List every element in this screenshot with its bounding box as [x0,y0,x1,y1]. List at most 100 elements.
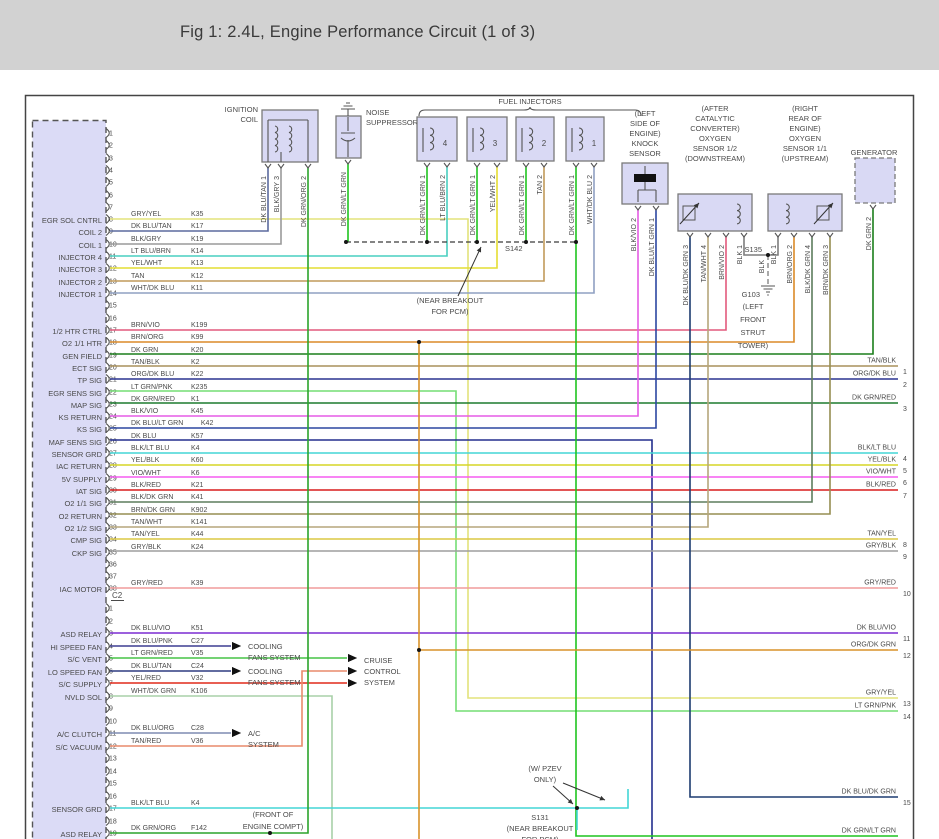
wire-name-label: TAN/BLK [131,359,160,366]
noise-suppressor-label: NOISE [366,108,389,117]
wire-code-label: K11 [191,285,203,292]
system-label: SYSTEM [248,740,279,749]
pcm-function-label: EGR SENS SIG [48,389,102,398]
g103-location-label: (LEFT [743,302,764,311]
splice-dot [344,240,348,244]
pcm-function-label: INJECTOR 3 [58,265,102,274]
noise-suppressor-label: SUPPRESSOR [366,118,419,127]
pcm-function-label: INJECTOR 2 [58,278,102,287]
wire-name-label: BRN/VIO [131,322,160,329]
component-pin-number: 2 [787,245,794,249]
pin-number: 24 [109,414,117,421]
pin-number: 33 [109,525,117,532]
pcm-function-label: COIL 2 [79,228,102,237]
page: Fig 1: 2.4L, Engine Performance Circuit … [0,0,939,839]
pcm-function-label: ASD RELAY [60,830,102,839]
pin-number: 12 [109,266,117,273]
pin-number: 15 [109,303,117,310]
exit-wire-label: GRY/YEL [866,690,896,697]
vertical-wire-label: TAN/WHT [701,250,708,282]
pin-number: 28 [109,463,117,470]
pcm-function-label: ASD RELAY [60,630,102,639]
pin-number: 31 [109,500,117,507]
pcm-function-label: O2 1/2 SIG [64,524,102,533]
pcm-function-label: ECT SIG [72,364,102,373]
pin-number: 15 [109,781,117,788]
wire-code-label: K14 [191,248,204,255]
oxygen-sensor-1-1-label: ENGINE) [789,124,821,133]
near-breakout-pcm-label: FOR PCM) [431,307,469,316]
pin-number: 14 [109,291,117,298]
exit-number: 3 [903,406,907,413]
wire-code-label: V32 [191,675,204,682]
wire-code-label: K60 [191,457,204,464]
oxygen-sensor-1-1-box [768,194,842,231]
wire-code-label: K44 [191,531,204,538]
wire-code-label: K17 [191,223,204,230]
pcm-function-label: KS SIG [77,425,102,434]
vertical-wire-label: BLK [771,251,778,265]
front-engine-compt-label: ENGINE COMPT) [243,822,304,831]
wire-name-label: BLK/VIO [131,408,159,415]
wire-name-label: GRY/BLK [131,544,162,551]
wire-code-label: K12 [191,273,204,280]
pin-number: 27 [109,451,117,458]
component-pin-number: 1 [771,245,778,249]
wire-code-label: K141 [191,519,207,526]
s131-label: S131 [531,813,549,822]
wire-code-label: K22 [191,371,204,378]
pin-number: 3 [109,156,113,163]
pcm-function-label: MAP SIG [71,401,102,410]
wire-name-label: DK GRN/RED [131,396,175,403]
splice-label: S142 [505,244,523,253]
wire-name-label: YEL/BLK [131,457,160,464]
pin-number: 8 [109,217,113,224]
pin-number: 19 [109,831,117,838]
pcm-function-label: NVLD SOL [65,693,102,702]
exit-number: 7 [903,493,907,500]
wire-name-label: DK BLU/LT GRN [131,420,183,427]
oxygen-sensor-1-2-label: OXYGEN [699,134,731,143]
pin-number: 5 [109,656,113,663]
vertical-wire-label: DK GRN/LT GRN [470,181,477,235]
pin-number: 1 [109,606,113,613]
oxygen-sensor-1-2-label: (AFTER [701,104,729,113]
oxygen-sensor-1-1-label: REAR OF [788,114,822,123]
splice-dot [766,253,770,257]
oxygen-sensor-1-1-label: OXYGEN [789,134,821,143]
pcm-function-label: COIL 1 [79,241,102,250]
component-pin-number: 2 [490,175,497,179]
wire-code-label: K41 [191,494,204,501]
wire-name-label: WHT/DK BLU [131,285,174,292]
vertical-wire-label: DK GRN/LT GRN [420,181,427,235]
wire-name-label: YEL/WHT [131,260,163,267]
exit-wire-label: BLK/LT BLU [858,445,896,452]
pcm-function-label: GEN FIELD [62,352,102,361]
system-label: CONTROL [364,667,401,676]
pin-number: 8 [109,694,113,701]
ignition-coil-label: IGNITION [225,105,258,114]
wire-name-label: WHT/DK GRN [131,688,176,695]
pcm-function-label: HI SPEED FAN [50,643,102,652]
pin-number: 18 [109,340,117,347]
pcm-function-label: CKP SIG [72,549,102,558]
vertical-wire-label: BRN/DK GRN [823,251,830,295]
splice-dot [417,648,421,652]
wire-code-label: K106 [191,688,207,695]
component-pin-number: 1 [649,218,656,222]
component-pin-number: 2 [301,176,308,180]
system-label: A/C [248,729,261,738]
pcm-function-label: LO SPEED FAN [48,668,102,677]
oxygen-sensor-1-2-label: SENSOR 1/2 [693,144,737,153]
pin-number: 2 [109,619,113,626]
exit-wire-label: ORG/DK GRN [851,642,896,649]
pin-number: 18 [109,819,117,826]
wire-code-label: K99 [191,334,204,341]
vertical-wire-label: DK BLU/DK GRN [683,251,690,305]
pin-number: 16 [109,794,117,801]
wire-code-label: C28 [191,725,204,732]
wire-name-label: LT GRN/PNK [131,384,173,391]
ground-wire-label: BLK [759,260,766,274]
exit-wire-label: TAN/YEL [867,531,896,538]
vertical-wire-label: DK GRN/LT GRN [519,181,526,235]
